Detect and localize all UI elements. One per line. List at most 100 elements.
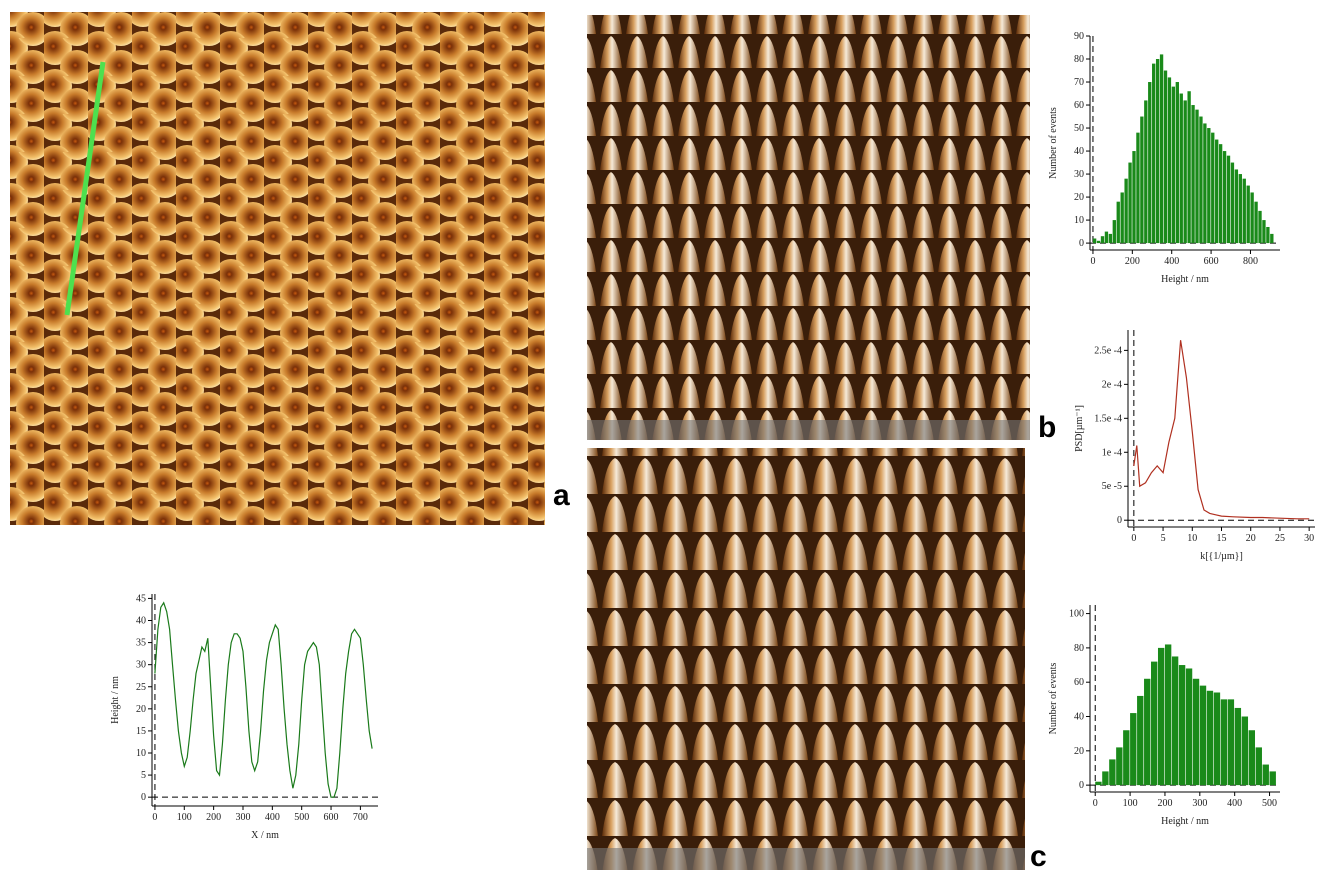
histogram-bar <box>1179 93 1183 244</box>
y-tick-label: 50 <box>1074 123 1084 134</box>
y-tick-label: 15 <box>136 726 146 737</box>
histogram-bar <box>1136 132 1140 244</box>
x-axis-label: X / nm <box>251 830 279 841</box>
afm-image <box>10 12 545 525</box>
y-tick-label: 30 <box>136 660 146 671</box>
x-tick-label: 800 <box>1243 256 1258 267</box>
histogram-bar <box>1116 747 1123 786</box>
histogram-bar <box>1266 226 1270 244</box>
histogram-bar <box>1203 123 1207 244</box>
y-tick-label: 30 <box>1074 169 1084 180</box>
x-tick-label: 400 <box>1164 256 1179 267</box>
histogram-bar <box>1211 132 1215 244</box>
histogram-bar <box>1250 192 1254 244</box>
y-tick-label: 20 <box>1074 746 1084 757</box>
y-axis-label: Number of events <box>1048 663 1059 735</box>
histogram-bar <box>1242 178 1246 244</box>
histogram-bar <box>1199 685 1207 786</box>
histogram-bar <box>1104 231 1109 244</box>
x-tick-label: 100 <box>177 812 192 823</box>
x-tick-label: 400 <box>265 812 280 823</box>
y-tick-label: 90 <box>1074 31 1084 42</box>
y-tick-label: 60 <box>1074 677 1084 688</box>
x-tick-label: 5 <box>1161 533 1166 544</box>
histogram-bar <box>1130 713 1137 786</box>
y-axis-label: Height / nm <box>110 676 121 724</box>
histogram-bar <box>1248 730 1255 786</box>
histogram-bar <box>1159 54 1164 244</box>
x-axis-label: k[{1/µm}] <box>1200 551 1243 562</box>
x-tick-label: 600 <box>1204 256 1219 267</box>
histogram-bar <box>1185 668 1193 786</box>
profile-line <box>64 61 106 316</box>
histogram-bar <box>1262 220 1266 244</box>
histogram-bar <box>1234 707 1242 786</box>
histogram-bar <box>1226 155 1231 244</box>
y-tick-label: 80 <box>1074 54 1084 65</box>
histogram-bar <box>1092 238 1097 244</box>
histogram-bar <box>1155 59 1160 244</box>
histogram-bar <box>1192 678 1200 786</box>
x-tick-label: 0 <box>152 812 157 823</box>
histogram-bar <box>1246 185 1250 244</box>
y-tick-label: 5 <box>141 770 146 781</box>
x-tick-label: 0 <box>1131 533 1136 544</box>
y-tick-label: 40 <box>1074 712 1084 723</box>
x-tick-label: 300 <box>235 812 250 823</box>
x-axis-label: Height / nm <box>1161 816 1209 827</box>
histogram-bar <box>1222 151 1227 244</box>
x-tick-label: 0 <box>1093 798 1098 809</box>
y-tick-label: 10 <box>136 748 146 759</box>
x-tick-label: 400 <box>1227 798 1242 809</box>
y-tick-label: 35 <box>136 638 146 649</box>
y-tick-label: 2.5e -4 <box>1094 345 1122 356</box>
histogram-bar <box>1120 192 1124 244</box>
panel-label: b <box>1038 411 1056 444</box>
histogram-bar <box>1175 82 1179 244</box>
y-tick-label: 60 <box>1074 100 1084 111</box>
panel-label: c <box>1030 840 1047 870</box>
x-tick-label: 500 <box>294 812 309 823</box>
y-tick-label: 0 <box>1079 780 1084 791</box>
x-tick-label: 300 <box>1192 798 1207 809</box>
afm-3d-image <box>587 15 1030 440</box>
histogram-bar <box>1144 100 1148 244</box>
histogram-bar <box>1137 695 1144 786</box>
histogram-bar <box>1195 109 1199 244</box>
histogram-bar <box>1112 220 1116 244</box>
y-tick-label: 20 <box>136 704 146 715</box>
histogram-bar <box>1183 100 1187 244</box>
y-tick-label: 2e -4 <box>1102 379 1122 390</box>
histogram-bar <box>1234 169 1239 244</box>
x-tick-label: 10 <box>1187 533 1197 544</box>
histogram-bar <box>1238 174 1242 244</box>
histogram-bar <box>1102 771 1109 786</box>
y-tick-label: 100 <box>1069 609 1084 620</box>
y-tick-label: 40 <box>1074 146 1084 157</box>
y-tick-label: 0 <box>1117 515 1122 526</box>
histogram-bar <box>1128 162 1132 244</box>
y-tick-label: 40 <box>136 616 146 627</box>
afm-3d-image <box>587 448 1025 870</box>
y-tick-label: 10 <box>1074 215 1084 226</box>
y-tick-label: 25 <box>136 682 146 693</box>
histogram-bar <box>1262 764 1269 786</box>
histogram-bar <box>1124 178 1128 244</box>
y-tick-label: 20 <box>1074 192 1084 203</box>
histogram-bar <box>1227 699 1235 786</box>
histogram-bar <box>1191 105 1195 244</box>
histogram-bar <box>1178 665 1186 786</box>
histogram-bar <box>1241 716 1249 786</box>
data-line <box>1133 340 1310 520</box>
histogram-bar <box>1171 656 1179 786</box>
histogram-bar <box>1144 678 1151 786</box>
y-tick-label: 80 <box>1074 643 1084 654</box>
histogram-bar <box>1215 139 1219 244</box>
y-tick-label: 70 <box>1074 77 1084 88</box>
x-tick-label: 25 <box>1275 533 1285 544</box>
y-tick-label: 5e -5 <box>1102 481 1122 492</box>
histogram-bar <box>1164 644 1172 786</box>
y-axis-label: Number of events <box>1048 107 1059 179</box>
x-tick-label: 15 <box>1217 533 1227 544</box>
